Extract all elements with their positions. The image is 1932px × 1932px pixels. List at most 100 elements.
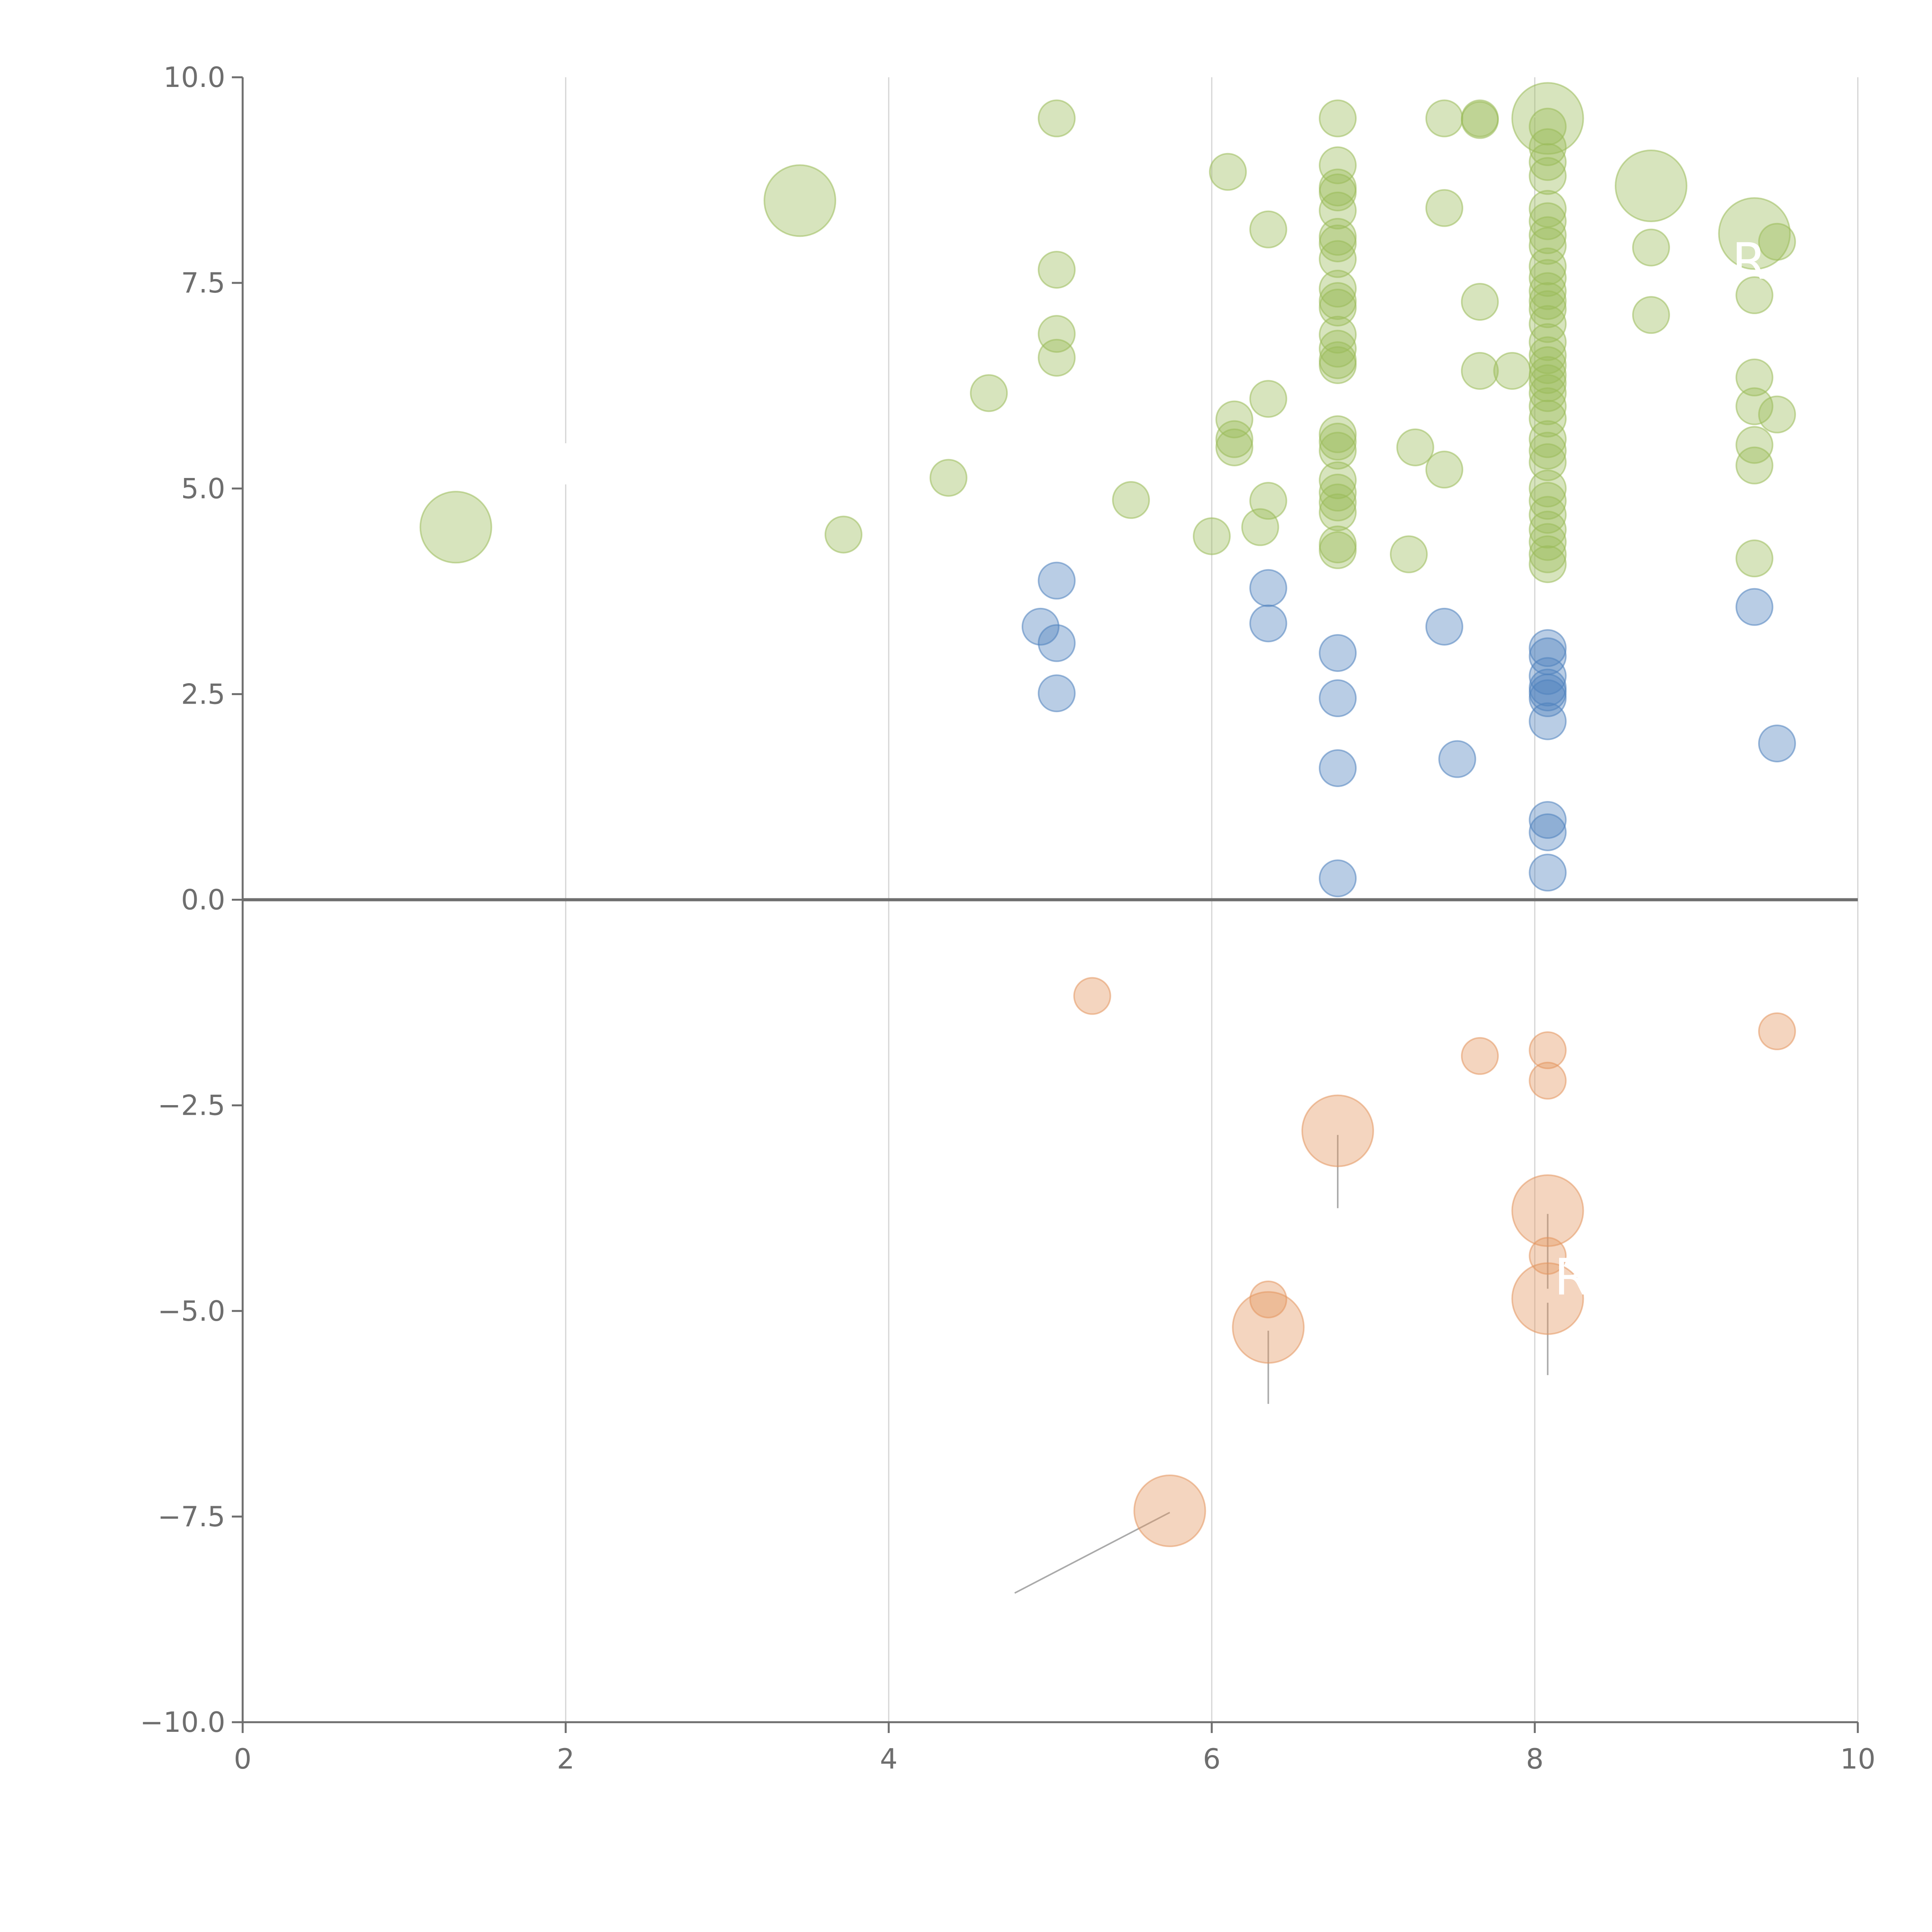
green-bubble	[1493, 352, 1531, 390]
green-bubble	[1461, 352, 1499, 390]
green-bubble	[1319, 473, 1357, 512]
green-bubble	[1193, 517, 1231, 555]
green-bubble	[1758, 223, 1796, 261]
green-bubble	[1529, 387, 1567, 425]
green-bubble	[1112, 481, 1150, 519]
orange-bubble	[1249, 1280, 1287, 1318]
green-bubble	[1249, 210, 1287, 248]
orange-bubble	[1758, 1012, 1796, 1051]
leader-line	[1014, 1512, 1170, 1594]
annotation-layer: C R R	[1350, 63, 1767, 1306]
green-bubble	[1529, 545, 1567, 583]
blue-bubble	[1529, 657, 1567, 695]
blue-bubble	[1037, 561, 1076, 600]
blue-bubble	[1021, 607, 1060, 646]
blue-bubble	[1438, 740, 1476, 778]
blue-bubble	[1319, 634, 1357, 672]
green-bubble	[1037, 315, 1076, 353]
blue-bubble	[1529, 673, 1567, 712]
green-bubble	[1529, 143, 1567, 181]
y-tick-label: 2.5	[181, 678, 225, 710]
x-tick-label: 4	[880, 1743, 898, 1775]
green-bubble	[1511, 82, 1584, 155]
blue-bubble	[1758, 724, 1796, 763]
orange-bubble	[1232, 1291, 1305, 1364]
green-bubble	[1319, 240, 1357, 278]
green-bubble	[1215, 420, 1253, 458]
green-bubble	[1529, 400, 1567, 438]
green-bubble	[1461, 101, 1499, 139]
green-bubble	[1718, 197, 1791, 270]
tick-label-layer: 10.0 7.5 5.0 2.5 0.0 −2.5 −5.0 −7.5 −10.0 0 2 4 6 8 10	[140, 61, 1875, 1775]
green-bubble	[1529, 107, 1567, 146]
green-bubble	[1614, 149, 1687, 222]
green-bubble	[1735, 358, 1774, 396]
green-bubble	[764, 164, 837, 237]
green-bubble	[1241, 508, 1279, 546]
x-tick-label: 10	[1840, 1743, 1876, 1775]
orange-bubble	[1301, 1094, 1374, 1167]
green-bubble	[1529, 216, 1567, 254]
green-bubble	[1319, 432, 1357, 470]
green-bubble	[1396, 428, 1434, 466]
annotation-label: R	[1554, 1248, 1589, 1306]
blue-bubble	[1319, 859, 1357, 898]
x-tick-label: 8	[1526, 1743, 1544, 1775]
green-bubble	[419, 491, 492, 564]
bubble-layer	[419, 82, 1796, 1547]
green-bubble	[1425, 451, 1463, 489]
green-bubble	[1529, 364, 1567, 402]
blue-bubble	[1249, 569, 1287, 607]
y-tick-label: 0.0	[181, 884, 225, 916]
blue-bubble	[1037, 624, 1076, 662]
green-bubble	[1632, 296, 1670, 334]
blue-bubble	[1735, 588, 1774, 626]
green-bubble	[1529, 336, 1567, 374]
x-tick-label: 0	[234, 1743, 252, 1775]
green-bubble	[1758, 395, 1796, 434]
orange-bubble	[1133, 1474, 1206, 1547]
leader-line	[1657, 162, 1687, 182]
y-tick-label: −10.0	[140, 1706, 225, 1738]
green-bubble	[1319, 146, 1357, 184]
orange-bubble	[1511, 1174, 1584, 1247]
green-bubble	[1529, 496, 1567, 534]
blue-bubble	[1319, 749, 1357, 787]
green-bubble	[1215, 428, 1253, 466]
orange-bubble	[1073, 977, 1111, 1015]
green-bubble	[1319, 461, 1357, 499]
y-tick-label: 5.0	[181, 472, 225, 505]
orange-bubble	[1511, 1262, 1584, 1335]
blue-bubble	[1529, 702, 1567, 740]
green-bubble	[1319, 330, 1357, 368]
green-bubble	[929, 459, 968, 497]
green-bubble	[1529, 290, 1567, 328]
axis-layer	[232, 76, 1859, 1733]
green-bubble	[824, 515, 862, 554]
blue-bubble	[1037, 674, 1076, 713]
green-bubble	[1529, 157, 1567, 195]
orange-bubble	[1529, 1061, 1567, 1100]
orange-bubble	[1461, 1037, 1499, 1075]
green-bubble	[1037, 251, 1076, 289]
green-bubble	[1735, 539, 1774, 578]
green-bubble	[1319, 493, 1357, 531]
x-tick-label: 6	[1203, 1743, 1221, 1775]
y-tick-label: 7.5	[181, 267, 225, 299]
green-bubble	[1529, 535, 1567, 573]
green-bubble	[1319, 191, 1357, 230]
green-bubble	[1529, 323, 1567, 361]
green-bubble	[1529, 227, 1567, 265]
green-bubble	[1529, 282, 1567, 320]
annotation-label: R	[1732, 232, 1767, 291]
blue-bubble	[1529, 679, 1567, 718]
green-bubble	[1425, 189, 1463, 227]
green-bubble	[1319, 525, 1357, 563]
green-bubble	[1529, 443, 1567, 481]
green-bubble	[1389, 535, 1428, 573]
blue-bubble	[1425, 607, 1463, 646]
green-bubble	[1319, 531, 1357, 569]
green-bubble	[1735, 387, 1774, 425]
